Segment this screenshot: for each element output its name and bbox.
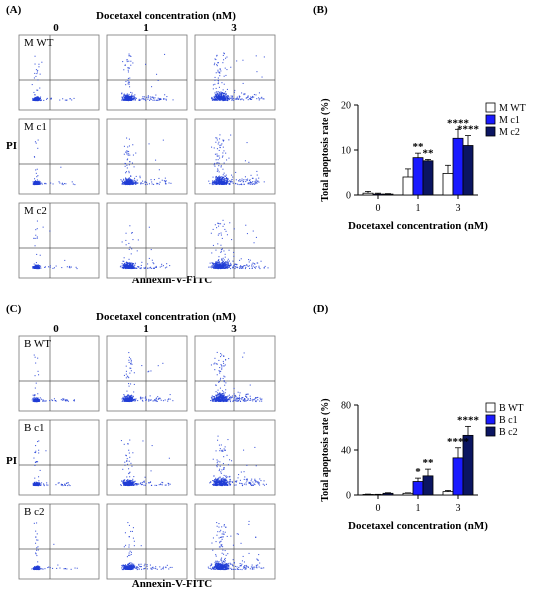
panel-d-label: (D)	[313, 303, 329, 315]
bar-b-c1-3	[452, 457, 464, 496]
panel-a-title: Docetaxel concentration (nM)	[96, 10, 236, 22]
legend-swatch	[485, 102, 496, 113]
c-flow-plot-r0-c2	[194, 335, 276, 412]
bar-b-wt-1	[402, 492, 414, 496]
legend-label: M c1	[499, 115, 520, 126]
y-tick-label: 0	[346, 191, 351, 202]
bar-b-c1-1	[412, 481, 424, 496]
bar-m-wt-0	[362, 192, 374, 196]
legend-label: M WT	[499, 103, 526, 114]
c-flow-plot-r2-c1	[106, 503, 188, 580]
bar-m-wt-1	[402, 176, 414, 196]
x-tick-label: 0	[376, 203, 381, 214]
panel-c-title: Docetaxel concentration (nM)	[96, 311, 236, 323]
a-flow-plot-r1-c1	[106, 118, 188, 195]
legend-swatch	[485, 126, 496, 137]
bar-b-wt-3	[442, 491, 454, 496]
x-tick-label: 1	[416, 203, 421, 214]
legend-label: B c1	[499, 415, 518, 426]
legend-swatch	[485, 414, 496, 425]
c-flow-plot-r1-c0	[18, 419, 100, 496]
significance-annotation: **	[423, 147, 435, 159]
y-tick-label: 80	[341, 401, 351, 412]
y-tick-label: 10	[341, 146, 351, 157]
bar-b-c2-0	[382, 492, 394, 496]
x-tick-label: 3	[456, 203, 461, 214]
y-tick-label: 0	[346, 491, 351, 502]
a-row-label-0: M WT	[24, 37, 54, 49]
c-flow-plot-r0-c1	[106, 335, 188, 412]
legend-label: B WT	[499, 403, 524, 414]
a-flow-plot-r0-c0	[18, 34, 100, 111]
y-tick-label: 40	[341, 446, 351, 457]
x-tick-label: 1	[416, 503, 421, 514]
c-row-label-1: B c1	[24, 422, 45, 434]
significance-annotation: ****	[447, 117, 470, 129]
significance-annotation: **	[423, 457, 435, 469]
x-tick-label: 0	[376, 503, 381, 514]
x-axis-title: Docetaxel concentration (nM)	[348, 220, 488, 232]
a-row-label-2: M c2	[24, 205, 47, 217]
c-row-label-2: B c2	[24, 506, 45, 518]
significance-annotation: ****	[457, 414, 480, 426]
bar-b-c2-3	[462, 434, 474, 496]
c-flow-plot-r1-c2	[194, 419, 276, 496]
panel-a-col-3: 3	[231, 22, 237, 34]
panel-c-col-3: 3	[231, 323, 237, 335]
bar-m-c1-0	[372, 193, 384, 196]
y-tick-label: 20	[341, 101, 351, 112]
panel-c-label: (C)	[6, 303, 22, 315]
x-axis-title: Docetaxel concentration (nM)	[348, 520, 488, 532]
a-flow-plot-r0-c1	[106, 34, 188, 111]
a-flow-plot-r1-c2	[194, 118, 276, 195]
legend-swatch	[485, 114, 496, 125]
legend-label: B c2	[499, 427, 518, 438]
c-flow-plot-r0-c0	[18, 335, 100, 412]
a-flow-plot-r2-c1	[106, 202, 188, 279]
panel-c-col-0: 0	[53, 323, 59, 335]
a-flow-plot-r1-c0	[18, 118, 100, 195]
significance-annotation: ****	[457, 124, 480, 136]
y-axis-title: Total apoptosis rate (%)	[320, 398, 331, 501]
panel-c-col-1: 1	[143, 323, 149, 335]
y-axis-title: Total apoptosis rate (%)	[320, 98, 331, 201]
a-row-label-1: M c1	[24, 121, 47, 133]
c-flow-plot-r2-c2	[194, 503, 276, 580]
a-flow-plot-r0-c2	[194, 34, 276, 111]
bar-m-c2-1	[422, 160, 434, 196]
bar-m-c2-3	[462, 145, 474, 196]
a-flow-plot-r2-c2	[194, 202, 276, 279]
panel-c-y-label: PI	[6, 455, 17, 467]
bar-b-c1-0	[372, 494, 384, 496]
c-flow-plot-r2-c0	[18, 503, 100, 580]
legend-swatch	[485, 402, 496, 413]
a-flow-plot-r2-c0	[18, 202, 100, 279]
c-flow-plot-r1-c1	[106, 419, 188, 496]
legend-swatch	[485, 426, 496, 437]
c-row-label-0: B WT	[24, 338, 51, 350]
bar-m-c1-1	[412, 157, 424, 196]
panel-a-col-1: 1	[143, 22, 149, 34]
bar-b-c2-1	[422, 475, 434, 496]
x-tick-label: 3	[456, 503, 461, 514]
legend-label: M c2	[499, 127, 520, 138]
significance-annotation: *	[415, 466, 421, 478]
panel-b-label: (B)	[313, 4, 328, 16]
panel-a-y-label: PI	[6, 140, 17, 152]
bar-m-c1-3	[452, 137, 464, 196]
bar-m-c2-0	[382, 193, 394, 196]
significance-annotation: **	[413, 141, 425, 153]
panel-a-col-0: 0	[53, 22, 59, 34]
bar-b-wt-0	[362, 494, 374, 496]
bar-m-wt-3	[442, 172, 454, 196]
significance-annotation: ****	[447, 436, 470, 448]
panel-c-x-label: Annexin-V-FITC	[131, 578, 213, 590]
panel-a-label: (A)	[6, 4, 22, 16]
